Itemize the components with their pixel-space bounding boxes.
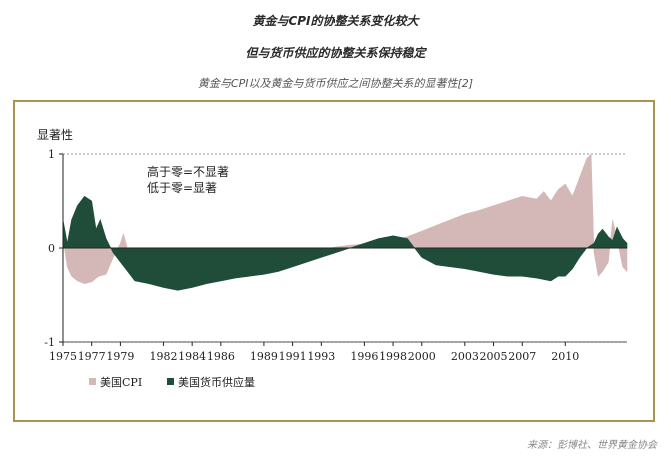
legend: 美国CPI 美国货币供应量 (89, 375, 255, 389)
chart-title-line1: 黄金与CPI的协整关系变化较大 (252, 14, 419, 28)
x-tick-label: 2000 (408, 350, 436, 363)
chart-frame: 显著性 1 0 -1 1975 1977 1979 1982 1984 1986 1989 199… (13, 100, 655, 422)
legend-label-cpi: 美国CPI (100, 376, 142, 389)
x-tick-label: 1975 (49, 350, 77, 363)
x-tick-label: 2007 (508, 350, 536, 363)
x-tick-label: 1977 (78, 350, 106, 363)
x-tick-labels: 1975 1977 1979 1982 1984 1986 1989 1991 1993 1996… (49, 342, 579, 363)
x-tick-label: 1991 (279, 350, 307, 363)
x-tick-label: 2010 (551, 350, 579, 363)
y-tick-label: 1 (48, 148, 55, 161)
x-tick-label: 1996 (350, 350, 378, 363)
x-tick-label: 1982 (149, 350, 177, 363)
y-tick-labels: 1 0 -1 (44, 148, 63, 349)
legend-swatch-money-supply (167, 378, 174, 385)
x-tick-label: 1998 (379, 350, 407, 363)
annotation-not-significant: 高于零=不显著 (147, 164, 229, 179)
annotation-significant: 低于零=显著 (147, 181, 217, 195)
chart-title-line2: 但与货币供应的协整关系保持稳定 (245, 46, 426, 60)
x-tick-label: 1979 (106, 350, 134, 363)
x-tick-label: 2003 (451, 350, 479, 363)
legend-label-money-supply: 美国货币供应量 (178, 375, 255, 389)
x-tick-label: 2005 (480, 350, 508, 363)
chart-svg: 显著性 10-1 1975 1977 1979 1982 1984 1986 1989 199… (37, 128, 628, 389)
y-axis-label: 显著性 (37, 128, 73, 142)
x-tick-label: 1986 (207, 350, 235, 363)
x-tick-label: 1989 (250, 350, 278, 363)
x-tick-label: 1984 (178, 350, 206, 363)
y-tick-label: -1 (44, 336, 55, 349)
source-note: 来源：彭博社、世界黄金协会 (527, 440, 657, 451)
series-area-money-supply (62, 195, 628, 291)
legend-swatch-cpi (89, 378, 96, 385)
x-tick-label: 1993 (307, 350, 335, 363)
y-tick-label: 0 (48, 242, 55, 255)
chart-subtitle: 黄金与CPI以及黄金与货币供应之间协整关系的显著性[2] (197, 77, 474, 90)
